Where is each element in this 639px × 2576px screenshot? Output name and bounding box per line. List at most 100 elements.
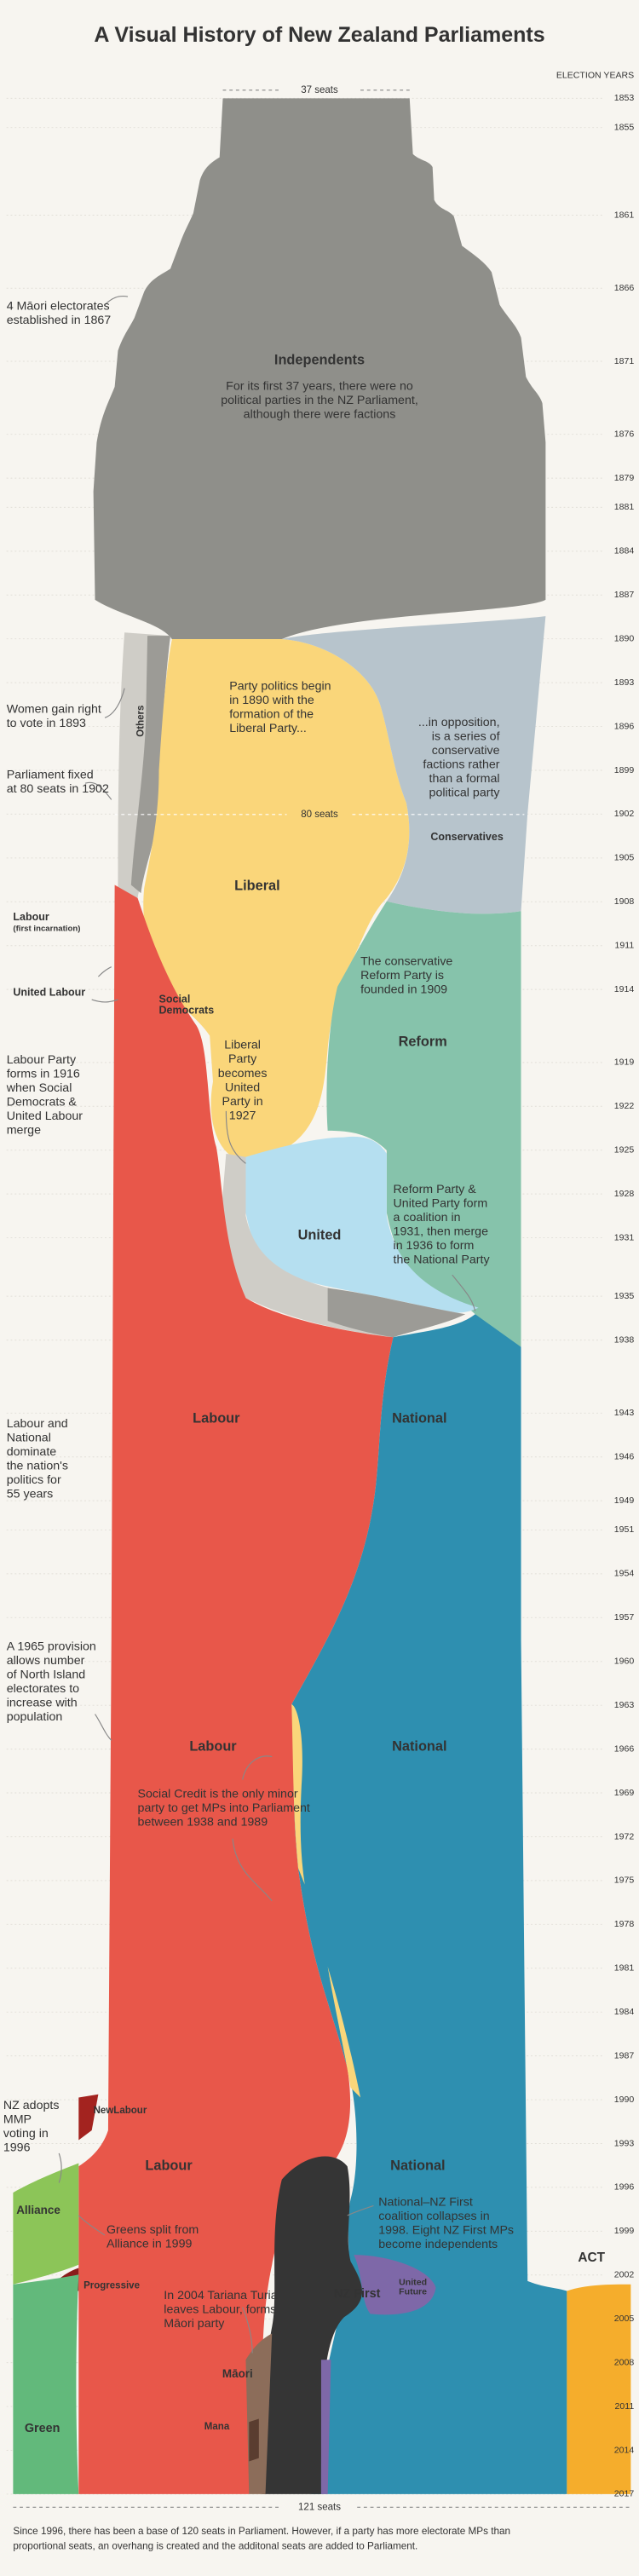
streams <box>13 98 631 2494</box>
arrow <box>78 2215 106 2236</box>
annotation: Labour Party <box>7 1053 77 1067</box>
y-tick-label: 1975 <box>614 1876 635 1886</box>
annotation: political parties in the NZ Parliament, <box>221 394 418 407</box>
reform-area <box>326 901 521 1347</box>
annotation: party to get MPs into Parliament <box>138 1801 310 1815</box>
newlabour-area <box>78 2094 99 2141</box>
annotation: dominate <box>7 1445 57 1459</box>
annotation: Reform Party is <box>360 969 444 983</box>
party-label: United <box>298 1227 342 1242</box>
liberal-area <box>143 639 410 1162</box>
y-tick-label: 1993 <box>614 2138 635 2148</box>
annotation: The conservative <box>360 955 452 969</box>
party-label: Green <box>25 2422 60 2435</box>
party-label: Future <box>399 2287 427 2297</box>
annotation: conservative <box>432 744 500 758</box>
y-tick-label: 1887 <box>614 590 635 600</box>
annotation: Liberal <box>224 1039 261 1052</box>
y-tick-label: 1981 <box>614 1963 635 1974</box>
axis-label: ELECTION YEARS <box>556 70 634 80</box>
y-tick-label: 1935 <box>614 1291 635 1301</box>
social-credit-area <box>291 1704 361 2098</box>
annotation: allows number <box>7 1654 85 1668</box>
party-label: Liberal <box>234 879 280 894</box>
annotation: 1996 <box>3 2141 31 2155</box>
y-tick-label: 1879 <box>614 473 635 483</box>
annotation: MMP <box>3 2112 32 2126</box>
annotation: ...in opposition, <box>418 716 500 729</box>
y-tick-label: 1896 <box>614 721 635 731</box>
conservatives-area <box>281 616 546 914</box>
y-tick-label: 1884 <box>614 546 635 556</box>
annotation: Alliance in 1999 <box>106 2238 192 2251</box>
party-label: (first incarnation) <box>13 925 80 934</box>
y-tick-label: 1931 <box>614 1232 635 1242</box>
annotation: A 1965 provision <box>7 1640 96 1653</box>
y-tick-label: 1984 <box>614 2007 635 2017</box>
annotation: National–NZ First <box>378 2195 473 2209</box>
y-tick-label: 1871 <box>614 356 635 366</box>
seat-label: 37 seats <box>301 85 338 95</box>
united-area <box>245 1136 479 1313</box>
y-tick-label: 1902 <box>614 809 635 819</box>
annotation: formation of the <box>229 708 314 722</box>
annotation: National <box>7 1431 51 1444</box>
y-tick-label: 1919 <box>614 1057 635 1068</box>
party-label: Democrats <box>159 1004 215 1016</box>
seat-label: 80 seats <box>301 810 338 820</box>
annotation: in 1936 to form <box>394 1239 475 1253</box>
annotation: United Party form <box>394 1196 488 1210</box>
annotation: although there were factions <box>244 408 396 422</box>
annotation: the National Party <box>394 1253 491 1267</box>
annotation: population <box>7 1710 63 1724</box>
party-label: National <box>392 1738 446 1754</box>
y-tick-label: 1925 <box>614 1145 635 1155</box>
y-tick-label: 1853 <box>614 93 635 103</box>
footnote: Since 1996, there has been a base of 120… <box>13 2526 510 2537</box>
y-tick-label: 1899 <box>614 765 635 775</box>
annotation: United <box>225 1081 260 1094</box>
green-area <box>13 2274 79 2494</box>
united-future-area <box>320 2255 436 2494</box>
arrow <box>104 296 129 306</box>
others-area-dark <box>327 1288 466 1338</box>
y-tick-label: 1951 <box>614 1524 635 1535</box>
y-tick-label: 1946 <box>614 1452 635 1462</box>
y-tick-label: 1943 <box>614 1408 635 1418</box>
annotation: Party <box>228 1052 257 1066</box>
y-tick-label: 1893 <box>614 677 635 688</box>
y-tick-label: 1855 <box>614 122 635 132</box>
arrow <box>232 1838 273 1902</box>
annotation: at 80 seats in 1902 <box>7 782 109 796</box>
annotation: 1931, then merge <box>394 1225 489 1239</box>
annotation: become independents <box>378 2238 498 2251</box>
y-tick-label: 1938 <box>614 1334 635 1345</box>
party-label: NewLabour <box>94 2106 147 2116</box>
annotation: to vote in 1893 <box>7 717 86 730</box>
others-area-dark <box>130 636 170 894</box>
arrow <box>58 2152 62 2183</box>
independents-area <box>93 98 546 640</box>
alliance-area <box>13 2163 79 2285</box>
y-tick-label: 1978 <box>614 1919 635 1929</box>
annotation: voting in <box>3 2127 49 2141</box>
annotation: United Labour <box>7 1109 83 1123</box>
y-tick-label: 1922 <box>614 1101 635 1111</box>
annotation: Parliament fixed <box>7 768 94 781</box>
annotation: of North Island <box>7 1668 85 1682</box>
annotation: becomes <box>218 1067 268 1081</box>
y-tick-label: 2017 <box>614 2489 635 2499</box>
party-label: Labour <box>193 1411 240 1426</box>
arrow <box>97 966 112 977</box>
annotation: is a series of <box>432 729 500 743</box>
y-tick-label: 1881 <box>614 502 635 512</box>
nz-first-area <box>262 2156 362 2494</box>
y-tick-label: 1960 <box>614 1657 635 1667</box>
party-label: National <box>392 1411 446 1426</box>
party-label: Conservatives <box>430 831 504 843</box>
y-tick-label: 1911 <box>615 941 635 951</box>
annotation: between 1938 and 1989 <box>138 1816 268 1830</box>
arrow <box>242 1755 273 1780</box>
y-tick-label: 2002 <box>614 2270 635 2280</box>
